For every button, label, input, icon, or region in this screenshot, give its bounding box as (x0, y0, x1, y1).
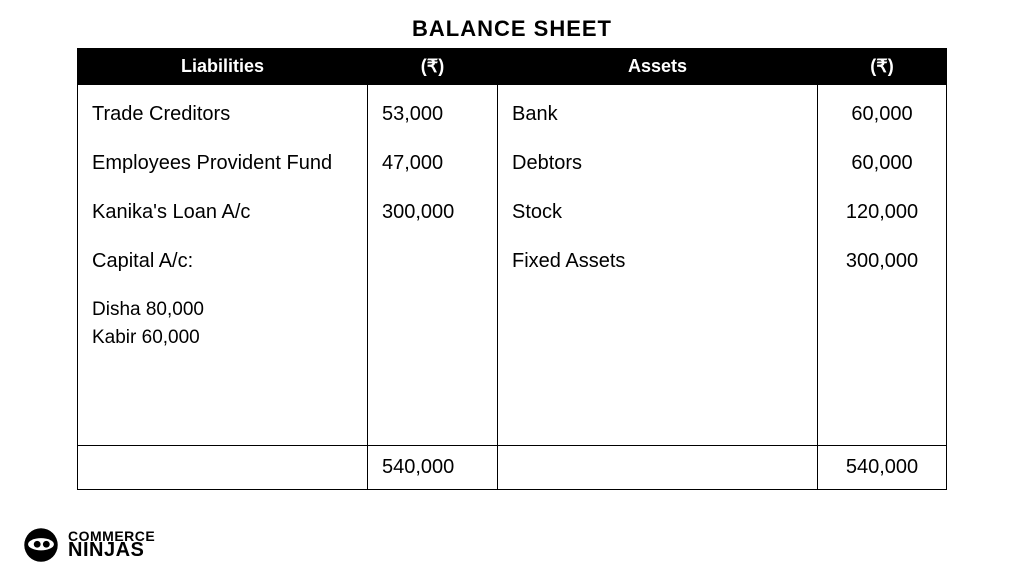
assets-column: Bank Debtors Stock Fixed Assets (498, 85, 818, 445)
header-assets: Assets (498, 48, 818, 85)
total-assets: 540,000 (818, 446, 946, 489)
liabilities-column: Trade Creditors Employees Provident Fund… (78, 85, 368, 445)
liabilities-amount-column: 53,000 47,000 300,000 (368, 85, 498, 445)
capital-sub: Disha 80,000 (92, 299, 353, 321)
page-title: BALANCE SHEET (0, 0, 1024, 48)
asset-amount: 120,000 (832, 201, 932, 224)
liability-amount: 300,000 (382, 201, 483, 224)
table-header: Liabilities (₹) Assets (₹) (78, 48, 946, 85)
asset-amount: 300,000 (832, 250, 932, 273)
asset-label: Fixed Assets (512, 250, 803, 273)
balance-sheet-table: Liabilities (₹) Assets (₹) Trade Credito… (77, 48, 947, 490)
header-amount-1: (₹) (368, 48, 498, 85)
table-body: Trade Creditors Employees Provident Fund… (78, 85, 946, 445)
liability-label: Trade Creditors (92, 103, 353, 126)
asset-label: Bank (512, 103, 803, 126)
total-liab-label (78, 446, 368, 489)
capital-sub: Kabir 60,000 (92, 327, 353, 349)
liability-label: Kanika's Loan A/c (92, 201, 353, 224)
asset-amount: 60,000 (832, 152, 932, 175)
brand-text: COMMERCE NINJAS (68, 531, 155, 560)
totals-row: 540,000 540,000 (78, 445, 946, 489)
asset-label: Debtors (512, 152, 803, 175)
header-liabilities: Liabilities (78, 48, 368, 85)
asset-amount: 60,000 (832, 103, 932, 126)
liability-amount: 47,000 (382, 152, 483, 175)
liability-label: Employees Provident Fund (92, 152, 353, 175)
assets-amount-column: 60,000 60,000 120,000 300,000 (818, 85, 946, 445)
ninja-icon (22, 526, 60, 564)
liability-amount: 53,000 (382, 103, 483, 126)
liability-label: Capital A/c: (92, 250, 353, 273)
total-liabilities: 540,000 (368, 446, 498, 489)
asset-label: Stock (512, 201, 803, 224)
brand-line2: NINJAS (68, 542, 155, 559)
total-assets-label (498, 446, 818, 489)
brand-logo: COMMERCE NINJAS (22, 526, 155, 564)
header-amount-2: (₹) (818, 48, 946, 85)
